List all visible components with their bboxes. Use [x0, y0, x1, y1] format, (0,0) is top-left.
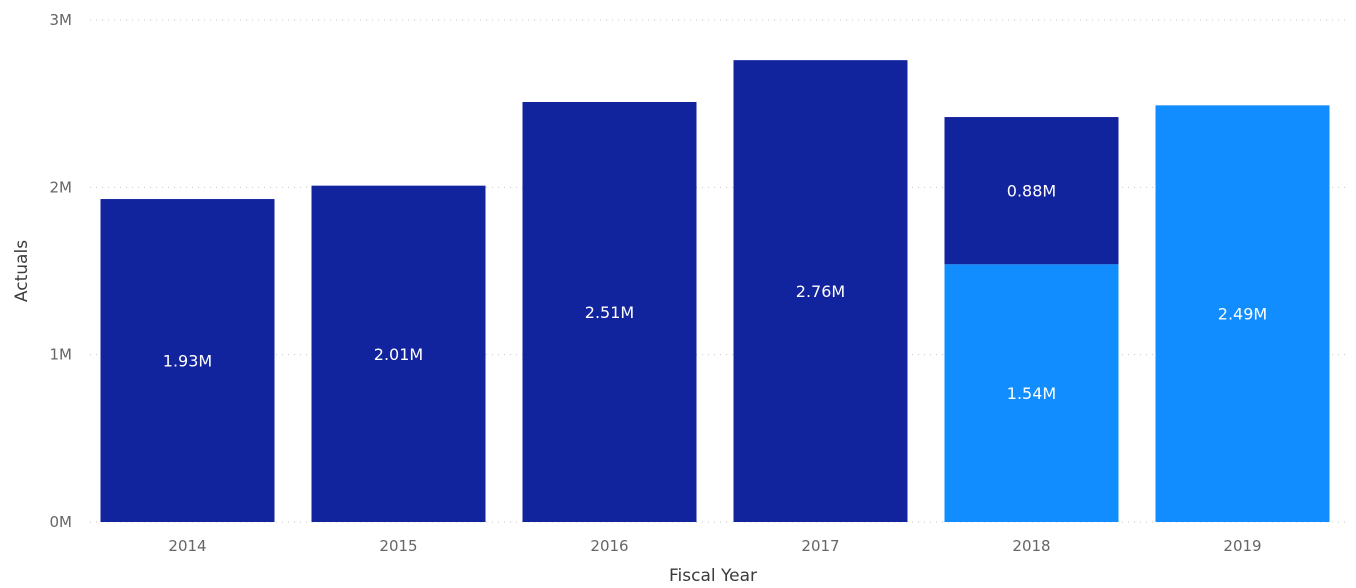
bar-segment[interactable]: [311, 185, 486, 522]
y-axis-title: Actuals: [12, 240, 32, 302]
data-label: 1.54M: [1007, 384, 1056, 403]
x-axis-title: Fiscal Year: [669, 566, 757, 586]
y-axis-ticks: 0M 1M 2M 3M: [50, 11, 73, 531]
data-label: 1.93M: [163, 352, 212, 371]
x-tick-label: 2016: [590, 537, 628, 555]
bar-segment[interactable]: [944, 264, 1119, 522]
bar-segment[interactable]: [944, 117, 1119, 265]
y-tick-label: 1M: [50, 346, 73, 364]
bars: [100, 60, 1330, 522]
y-tick-label: 0M: [50, 513, 73, 531]
x-axis-ticks: 2014 2015 2016 2017 2018 2019: [168, 537, 1261, 555]
bar-segment[interactable]: [1155, 105, 1330, 522]
data-label: 2.49M: [1218, 305, 1267, 324]
x-tick-label: 2015: [379, 537, 417, 555]
y-tick-label: 2M: [50, 178, 73, 196]
bar-segment[interactable]: [733, 60, 908, 522]
data-label: 2.51M: [585, 303, 634, 322]
x-tick-label: 2017: [801, 537, 839, 555]
data-label: 0.88M: [1007, 182, 1056, 201]
x-tick-label: 2018: [1012, 537, 1050, 555]
data-label: 2.76M: [796, 282, 845, 301]
x-tick-label: 2014: [168, 537, 206, 555]
bar-segment[interactable]: [100, 199, 275, 522]
bar-segment[interactable]: [522, 101, 697, 522]
x-tick-label: 2019: [1223, 537, 1261, 555]
data-label: 2.01M: [374, 345, 423, 364]
data-labels: 1.93M 2.01M 2.51M 2.76M 1.54M 0.88M 2.49M: [163, 182, 1267, 403]
y-tick-label: 3M: [50, 11, 73, 29]
